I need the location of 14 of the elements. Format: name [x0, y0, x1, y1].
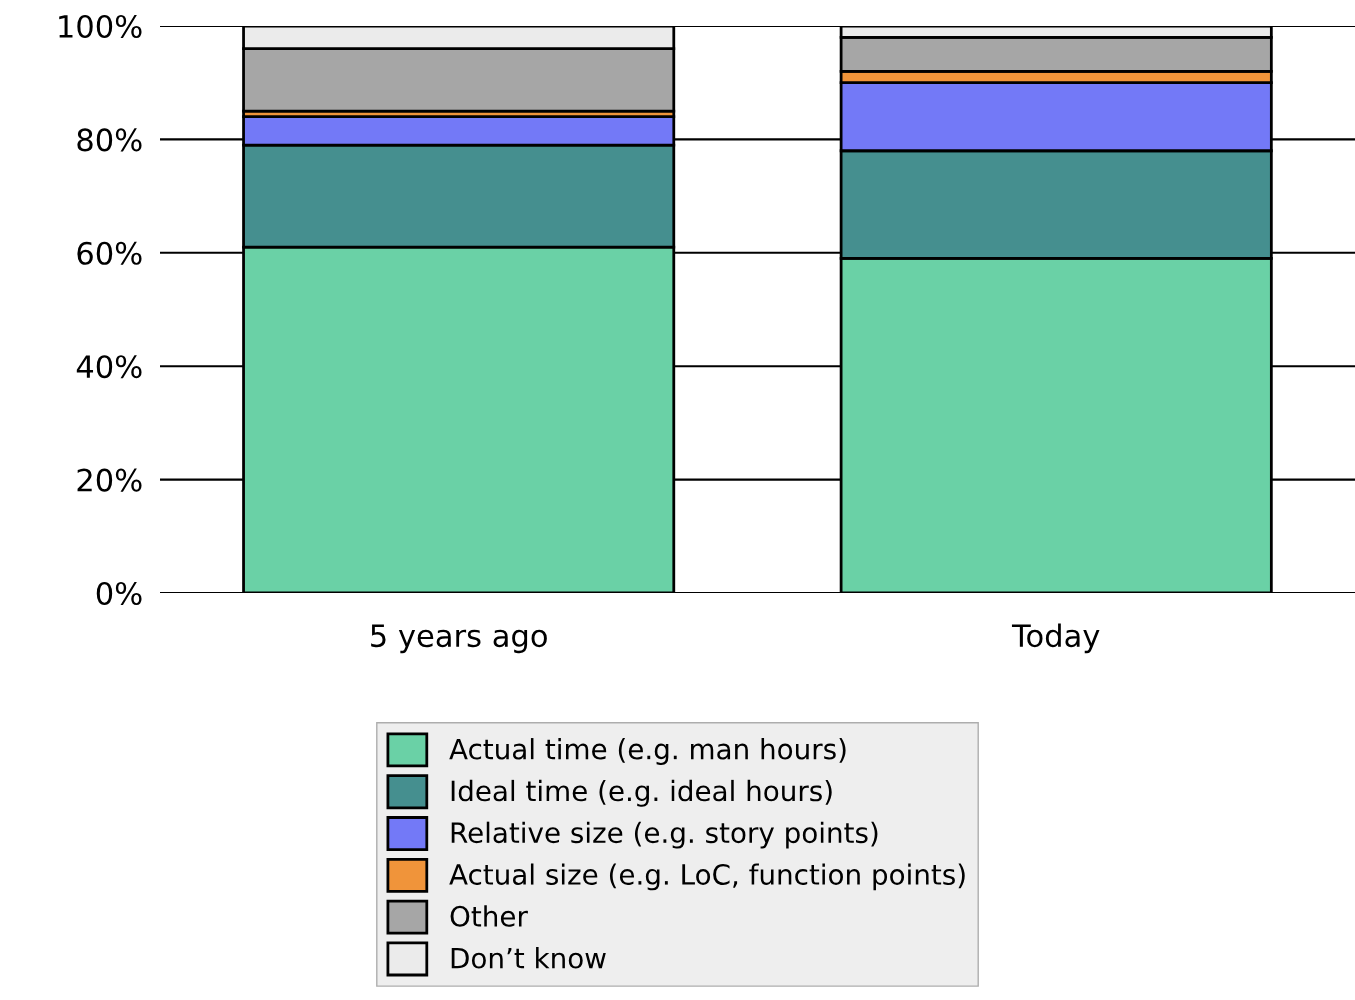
y-tick-label: 20% — [77, 468, 142, 492]
legend-label: Relative size (e.g. story points) — [451, 821, 878, 849]
legend-label: Don’t know — [451, 947, 606, 969]
y-tick-label: 80% — [77, 128, 142, 152]
legend-label: Actual size (e.g. LoC, function points) — [449, 863, 965, 891]
legend-label: Actual time (e.g. man hours) — [449, 738, 846, 765]
y-tick-label: 100% — [59, 14, 142, 39]
y-tick-label: 60% — [77, 241, 142, 265]
y-tick-label: 40% — [76, 355, 142, 379]
x-tick-label: Today — [1011, 623, 1100, 654]
legend-label: Ideal time (e.g. ideal hours) — [451, 779, 832, 807]
y-tick-label: 0% — [96, 581, 142, 606]
legend-label: Other — [450, 905, 528, 927]
x-tick-label: 5 years ago — [371, 624, 547, 654]
